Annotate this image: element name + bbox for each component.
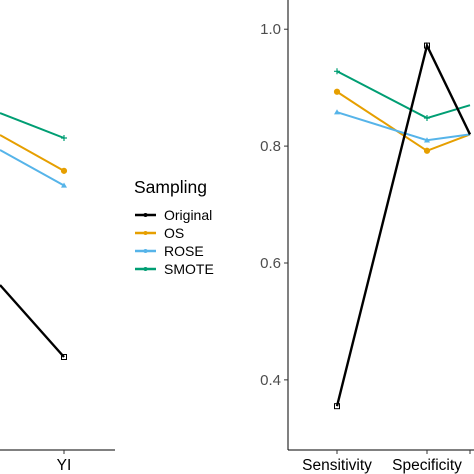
legend-label: Original	[164, 207, 212, 223]
data-point-original	[334, 403, 340, 410]
left-data-point-smote	[61, 135, 67, 141]
data-point-rose	[334, 109, 340, 115]
left-x-tick-label: YI	[57, 457, 72, 474]
legend-key-marker	[143, 267, 148, 271]
left-series-line-os	[0, 134, 65, 172]
y-tick-label: 0.6	[260, 255, 281, 272]
legend-key-marker	[143, 249, 148, 253]
legend-key-marker	[143, 213, 148, 217]
legend: Sampling Original OS ROSE SMOTE	[134, 177, 214, 277]
y-tick-label: 0.4	[260, 372, 281, 389]
legend-label: OS	[164, 225, 184, 241]
left-panel: YI	[0, 112, 115, 474]
x-tick-label: Sensitivity	[302, 457, 372, 474]
left-series-line-smote	[0, 112, 65, 139]
left-data-point-original	[61, 354, 67, 360]
data-point-smote	[424, 115, 430, 122]
legend-title: Sampling	[134, 177, 207, 197]
data-point-os	[423, 147, 431, 154]
y-tick-label: 1.0	[260, 21, 281, 38]
right-panel: 0.4 0.6 0.8 1.0 Sensitivity Specificity	[260, 0, 474, 474]
data-point-os	[333, 88, 341, 95]
legend-key-marker	[143, 231, 148, 235]
left-series-line-rose	[0, 149, 65, 187]
legend-label: SMOTE	[164, 261, 214, 277]
data-point-rose	[424, 137, 430, 143]
left-data-point-os	[60, 167, 68, 174]
data-point-original	[424, 42, 430, 49]
data-point-smote	[334, 68, 340, 75]
left-data-point-rose	[61, 182, 67, 188]
series-line-original	[335, 42, 472, 407]
left-series-line-original	[0, 284, 65, 358]
y-tick-label: 0.8	[260, 138, 281, 155]
x-tick-label: Specificity	[392, 457, 462, 474]
legend-label: ROSE	[164, 243, 204, 259]
